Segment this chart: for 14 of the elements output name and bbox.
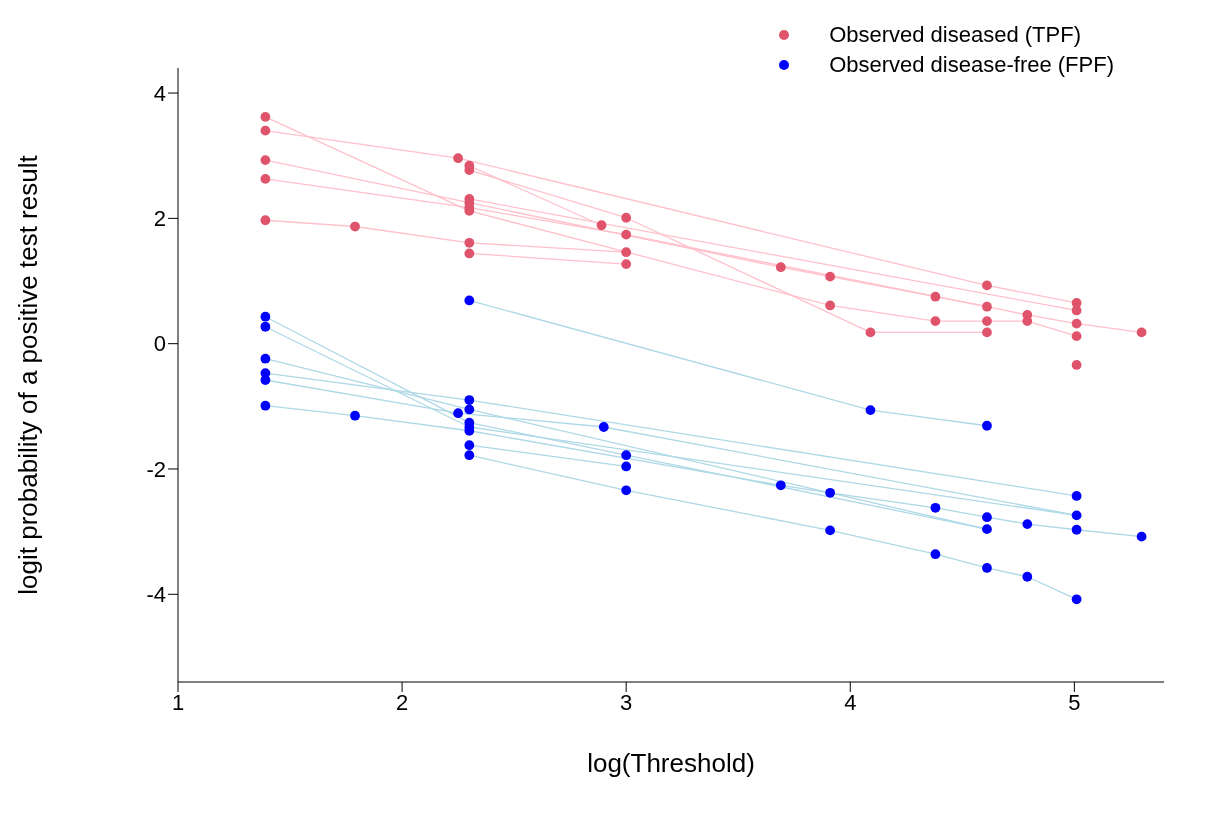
y-tick-label: 4 — [153, 80, 166, 106]
x-axis-title: log(Threshold) — [587, 748, 755, 778]
x-tick-label: 5 — [1068, 689, 1081, 715]
x-tick-label: 4 — [844, 689, 857, 715]
y-axis-title: logit probability of a positive test result — [13, 154, 44, 595]
y-tick-label: -2 — [146, 456, 166, 482]
x-tick-label: 2 — [395, 689, 409, 715]
x-tick-label: 3 — [620, 689, 633, 715]
legend-label: Observed diseased (TPF) — [829, 21, 1081, 49]
y-tick-label: 2 — [153, 206, 166, 232]
x-tick-label: 1 — [171, 689, 185, 715]
y-tick-label: -4 — [146, 582, 166, 608]
y-tick-label: 0 — [153, 331, 166, 357]
legend-label: Observed disease-free (FPF) — [829, 51, 1114, 79]
